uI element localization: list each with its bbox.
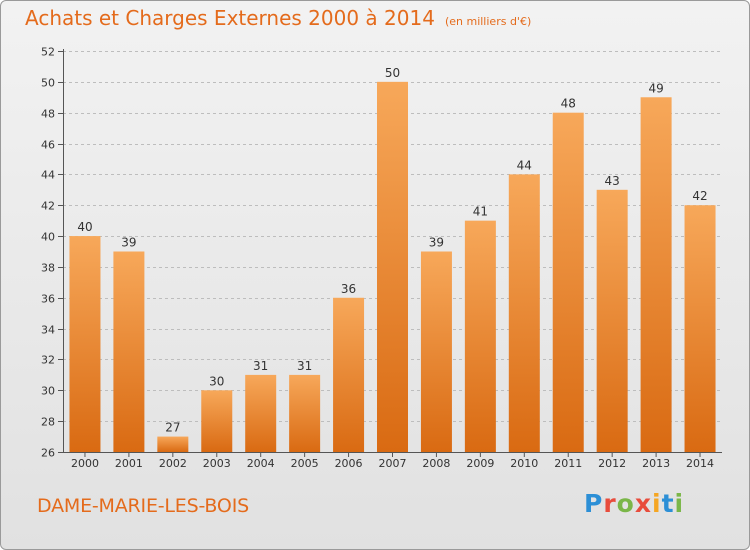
y-tick-label: 46	[41, 139, 55, 152]
data-label: 39	[121, 236, 136, 250]
y-tick-label: 34	[41, 324, 55, 337]
bar	[69, 236, 101, 452]
bar	[201, 390, 233, 452]
data-label: 43	[605, 174, 620, 188]
x-tick-label: 2007	[379, 457, 407, 470]
x-tick-label: 2010	[510, 457, 538, 470]
bar	[377, 81, 408, 452]
data-label: 49	[648, 81, 663, 95]
bar	[464, 220, 496, 452]
bar	[113, 251, 145, 452]
y-tick-label: 28	[41, 416, 55, 429]
axes-group: 26 28 30 32 34 36 38 40 42 44 46 48 50 52 2000 2001 2002…	[41, 46, 722, 470]
data-label: 44	[517, 158, 532, 172]
y-tick-label: 26	[41, 447, 55, 460]
bar	[157, 436, 189, 452]
data-label: 39	[429, 236, 444, 250]
x-tick-label: 2000	[71, 457, 99, 470]
proxiti-logo[interactable]: Proxiti	[584, 489, 685, 518]
x-tick-label: 2004	[247, 457, 275, 470]
x-tick-label: 2003	[203, 457, 231, 470]
x-tick-label: 2002	[159, 457, 187, 470]
data-label: 48	[561, 97, 576, 111]
bar	[552, 112, 584, 452]
x-tick-label: 2006	[335, 457, 363, 470]
bar	[684, 205, 716, 452]
data-label: 50	[385, 66, 400, 80]
y-tick-label: 48	[41, 108, 55, 121]
x-tick-label: 2012	[598, 457, 626, 470]
x-tick-label: 2008	[422, 457, 450, 470]
bar	[420, 251, 452, 452]
bar	[640, 97, 672, 453]
x-tick-label: 2014	[686, 457, 714, 470]
y-tick-label: 42	[41, 200, 55, 213]
bars-group	[69, 81, 716, 453]
y-tick-label: 32	[41, 354, 55, 367]
bar	[289, 374, 321, 452]
y-tick-label: 36	[41, 293, 55, 306]
x-tick-label: 2011	[554, 457, 582, 470]
x-tick-label: 2001	[115, 457, 143, 470]
data-label: 31	[253, 359, 268, 373]
y-tick-label: 40	[41, 231, 55, 244]
chart-title-wrap: Achats et Charges Externes 2000 à 2014 (e…	[25, 6, 531, 30]
data-label: 42	[692, 189, 707, 203]
y-tick-label: 50	[41, 77, 55, 90]
x-tick-label: 2009	[466, 457, 494, 470]
y-tick-label: 30	[41, 385, 55, 398]
data-label: 40	[77, 220, 92, 234]
chart-title: Achats et Charges Externes 2000 à 2014	[25, 6, 435, 30]
labels-group: 40 39 27 30 31 31 36 50 39 41 44 48 43 49 42	[77, 66, 707, 435]
chart-subtitle: (en milliers d'€)	[444, 15, 532, 28]
bar	[333, 297, 365, 452]
y-tick-label: 52	[41, 46, 55, 59]
commune-name: DAME-MARIE-LES-BOIS	[37, 495, 249, 517]
data-label: 31	[297, 359, 312, 373]
data-label: 30	[209, 374, 224, 388]
x-tick-label: 2013	[642, 457, 670, 470]
grid-lines	[63, 51, 722, 453]
data-label: 41	[473, 205, 488, 219]
bar	[508, 174, 540, 452]
y-tick-label: 44	[41, 169, 55, 182]
data-label: 36	[341, 282, 356, 296]
bar	[245, 374, 277, 452]
y-tick-label: 38	[41, 262, 55, 275]
x-tick-label: 2005	[291, 457, 319, 470]
bar	[596, 189, 628, 453]
data-label: 27	[165, 421, 180, 435]
